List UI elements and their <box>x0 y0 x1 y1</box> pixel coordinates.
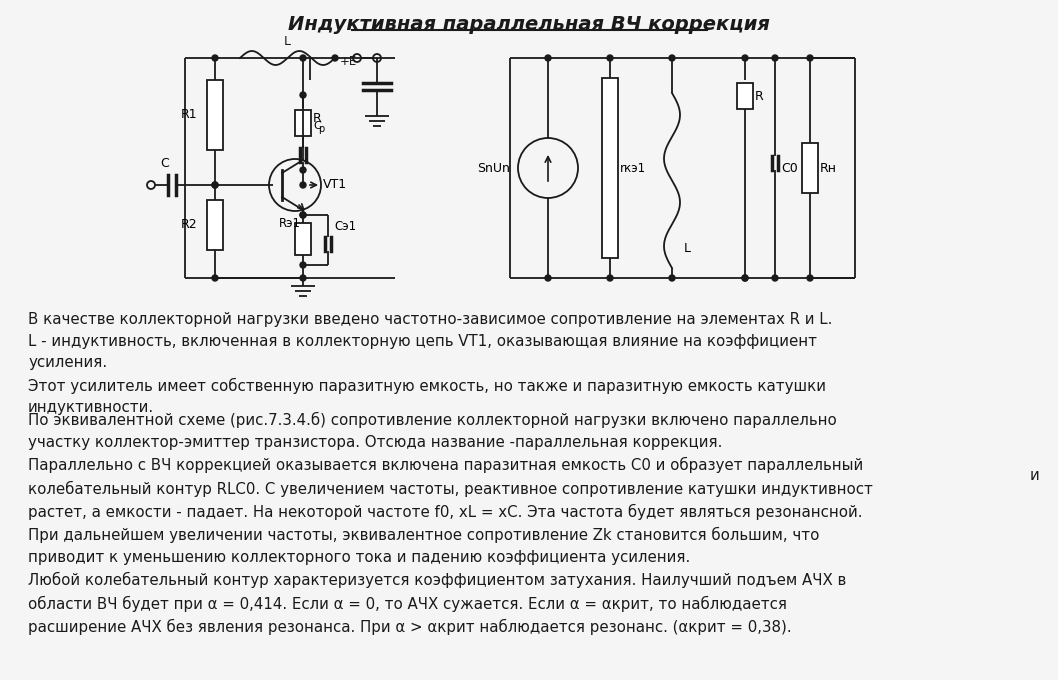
Bar <box>207 200 223 250</box>
Text: L: L <box>284 35 291 48</box>
Circle shape <box>332 55 338 61</box>
Text: Индуктивная параллельная ВЧ коррекция: Индуктивная параллельная ВЧ коррекция <box>288 15 770 34</box>
Text: Rн: Rн <box>820 162 837 175</box>
Bar <box>295 223 311 255</box>
Circle shape <box>742 275 748 281</box>
Text: R1: R1 <box>180 109 197 122</box>
Text: R: R <box>755 90 764 103</box>
Circle shape <box>742 55 748 61</box>
Circle shape <box>300 92 306 98</box>
Circle shape <box>300 212 306 218</box>
Circle shape <box>807 55 813 61</box>
Text: R: R <box>313 112 322 124</box>
Text: VT1: VT1 <box>323 178 347 192</box>
Text: R2: R2 <box>180 218 197 231</box>
Text: +E: +E <box>340 55 358 68</box>
Circle shape <box>607 55 613 61</box>
Circle shape <box>212 182 218 188</box>
Circle shape <box>212 55 218 61</box>
Text: р: р <box>318 124 324 134</box>
Text: L: L <box>685 241 691 254</box>
Bar <box>802 143 818 193</box>
Circle shape <box>669 55 675 61</box>
Circle shape <box>742 275 748 281</box>
Circle shape <box>807 275 813 281</box>
Circle shape <box>300 262 306 268</box>
Circle shape <box>772 55 778 61</box>
Circle shape <box>669 275 675 281</box>
Text: и: и <box>1030 468 1040 483</box>
Bar <box>295 110 311 136</box>
Circle shape <box>212 275 218 281</box>
Bar <box>737 83 753 109</box>
Text: rкэ1: rкэ1 <box>620 162 646 175</box>
Circle shape <box>545 55 551 61</box>
Circle shape <box>772 275 778 281</box>
Circle shape <box>545 275 551 281</box>
Circle shape <box>300 182 306 188</box>
Text: По эквивалентной схеме (рис.7.3.4.б) сопротивление коллекторной нагрузки включен: По эквивалентной схеме (рис.7.3.4.б) соп… <box>28 412 873 635</box>
Text: Cэ1: Cэ1 <box>334 220 357 233</box>
Bar <box>207 80 223 150</box>
Circle shape <box>212 182 218 188</box>
Circle shape <box>300 212 306 218</box>
Circle shape <box>607 275 613 281</box>
Text: C: C <box>161 157 169 170</box>
Text: C0: C0 <box>781 162 798 175</box>
Text: В качестве коллекторной нагрузки введено частотно-зависимое сопротивление на эле: В качестве коллекторной нагрузки введено… <box>28 312 833 415</box>
Circle shape <box>300 167 306 173</box>
Text: Rэ1: Rэ1 <box>279 217 300 230</box>
Text: SnUn: SnUn <box>477 162 510 175</box>
Text: C: C <box>313 121 321 131</box>
Circle shape <box>300 55 306 61</box>
Bar <box>602 78 618 258</box>
Circle shape <box>300 275 306 281</box>
